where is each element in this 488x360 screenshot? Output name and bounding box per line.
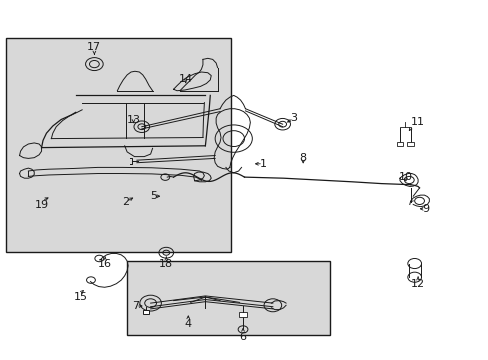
Text: 12: 12 (410, 279, 424, 289)
Text: 1: 1 (259, 159, 266, 169)
Bar (6, 38, 230, 252)
Text: 9: 9 (421, 204, 428, 214)
Text: 7: 7 (132, 301, 139, 311)
Text: 3: 3 (289, 113, 296, 123)
Text: 8: 8 (299, 153, 306, 163)
Text: 16: 16 (98, 258, 112, 269)
Text: 15: 15 (74, 292, 87, 302)
Bar (142, 310, 148, 314)
Text: 17: 17 (87, 42, 101, 52)
Bar (396, 142, 403, 146)
Text: 2: 2 (122, 197, 129, 207)
Text: 11: 11 (410, 117, 424, 127)
Text: 14: 14 (179, 74, 192, 84)
Text: 4: 4 (184, 319, 191, 329)
Bar (127, 261, 329, 335)
Text: 6: 6 (239, 332, 246, 342)
Text: 18: 18 (159, 258, 173, 269)
Bar (407, 142, 413, 146)
Text: 13: 13 (126, 114, 140, 125)
Text: 19: 19 (35, 200, 49, 210)
Text: 10: 10 (398, 172, 412, 182)
Bar (239, 312, 246, 317)
Text: 5: 5 (150, 191, 157, 201)
